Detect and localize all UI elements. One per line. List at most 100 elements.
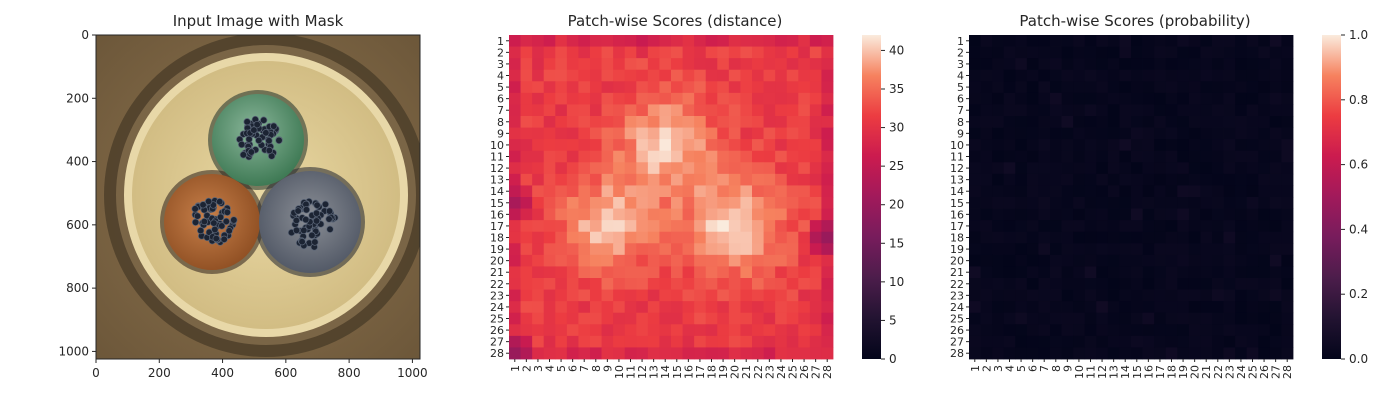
heatmap-cell [1015, 324, 1028, 337]
heatmap-cell [624, 243, 637, 256]
heatmap-cell [1235, 335, 1248, 348]
heatmap-cell [532, 197, 545, 209]
heatmap-cell [555, 81, 568, 94]
heatmap-cell [694, 35, 707, 47]
heatmap-cell [532, 139, 545, 152]
heatmap-cell [992, 116, 1005, 128]
heatmap-cell [1107, 231, 1120, 244]
heatmap-cell [786, 69, 799, 82]
heatmap-cell [992, 150, 1005, 163]
row-label: 24 [490, 301, 504, 314]
heatmap-cell [1177, 150, 1190, 163]
heatmap-cell [1177, 162, 1190, 175]
heatmap-cell [717, 347, 730, 360]
heatmap-cell [752, 127, 764, 140]
heatmap-cell [1165, 197, 1178, 209]
heatmap-cell [1073, 312, 1086, 325]
colorbar-tick-label: 0.2 [1349, 287, 1368, 301]
heatmap-cell [566, 35, 579, 47]
heatmap-cell [1246, 104, 1259, 117]
heatmap-cell [717, 312, 730, 325]
heatmap-cell [1154, 35, 1167, 47]
heatmap-cell [543, 116, 556, 128]
heatmap-cell [671, 58, 683, 71]
heatmap-cell [1177, 35, 1190, 47]
col-label: 12 [636, 365, 649, 379]
heatmap-cell [752, 208, 764, 221]
heatmap-cell [1084, 35, 1097, 47]
heatmap-cell [763, 312, 776, 325]
heatmap-cell [1015, 335, 1028, 348]
heatmap-cell [543, 347, 556, 360]
heatmap-cell [1096, 197, 1109, 209]
heatmap-cell [566, 301, 579, 314]
heatmap-cell [798, 231, 811, 244]
heatmap-cell [1200, 254, 1213, 267]
heatmap-cell [786, 173, 799, 186]
heatmap-cell [578, 347, 591, 360]
heatmap-cell [601, 150, 614, 163]
heatmap-cell [636, 69, 649, 82]
heatmap-cell [798, 81, 811, 94]
heatmap-cell [763, 162, 776, 175]
heatmap-cell [1084, 324, 1097, 337]
heatmap-cell [740, 208, 753, 221]
heatmap-cell [980, 208, 993, 221]
heatmap-cell [636, 347, 649, 360]
heatmap-cell [1119, 208, 1132, 221]
heatmap-cell [1050, 69, 1062, 82]
heatmap-cell [682, 278, 695, 290]
heatmap-cell [636, 312, 649, 325]
heatmap-cell [717, 278, 730, 290]
heatmap-cell [555, 150, 568, 163]
heatmap-cell [1084, 208, 1097, 221]
heatmap-cell [1073, 335, 1086, 348]
col-label: 21 [1200, 365, 1213, 379]
heatmap-cell [717, 116, 730, 128]
heatmap-cell [740, 150, 753, 163]
heatmap-cell [775, 69, 788, 82]
heatmap-cell [717, 81, 730, 94]
heatmap-cell [566, 173, 579, 186]
heatmap-cell [1061, 46, 1074, 59]
heatmap-cell [1177, 173, 1190, 186]
heatmap-cell [1246, 208, 1259, 221]
heatmap-cell [752, 347, 764, 360]
x-tick-label: 0 [92, 366, 100, 380]
heatmap-cell [1177, 312, 1190, 325]
heatmap-cell [1096, 335, 1109, 348]
heatmap-cell [1026, 46, 1039, 59]
heatmap-cell [1026, 220, 1039, 233]
col-label: 25 [787, 365, 800, 379]
heatmap-cell [543, 231, 556, 244]
heatmap-cell [682, 173, 695, 186]
heatmap-cell [509, 173, 521, 186]
heatmap-cell [532, 46, 545, 59]
heatmap-cell [1119, 231, 1132, 244]
row-label: 9 [497, 127, 504, 140]
heatmap-cell [1212, 69, 1224, 82]
heatmap-cell [532, 243, 545, 256]
heatmap-cell [1038, 35, 1051, 47]
col-label: 15 [671, 365, 684, 379]
heatmap-cell [969, 81, 981, 94]
heatmap-cell [590, 347, 602, 360]
heatmap-cell [590, 301, 602, 314]
heatmap-cell [798, 69, 811, 82]
heatmap-cell [1026, 208, 1039, 221]
heatmap-cell [659, 127, 672, 140]
heatmap-cell [1084, 347, 1097, 360]
heatmap-cell [1154, 46, 1167, 59]
heatmap-cell [763, 92, 776, 105]
heatmap-cell [1015, 162, 1028, 175]
heatmap-cell [1223, 35, 1236, 47]
heatmap-cell [752, 301, 764, 314]
col-label: 6 [1027, 365, 1040, 372]
heatmap-cell [1269, 185, 1282, 198]
heatmap-cell [728, 243, 741, 256]
heatmap-cell [555, 335, 568, 348]
heatmap-cell [1038, 92, 1051, 105]
heatmap-cell [578, 58, 591, 71]
heatmap-cell [532, 278, 545, 290]
col-label: 22 [1212, 365, 1225, 379]
